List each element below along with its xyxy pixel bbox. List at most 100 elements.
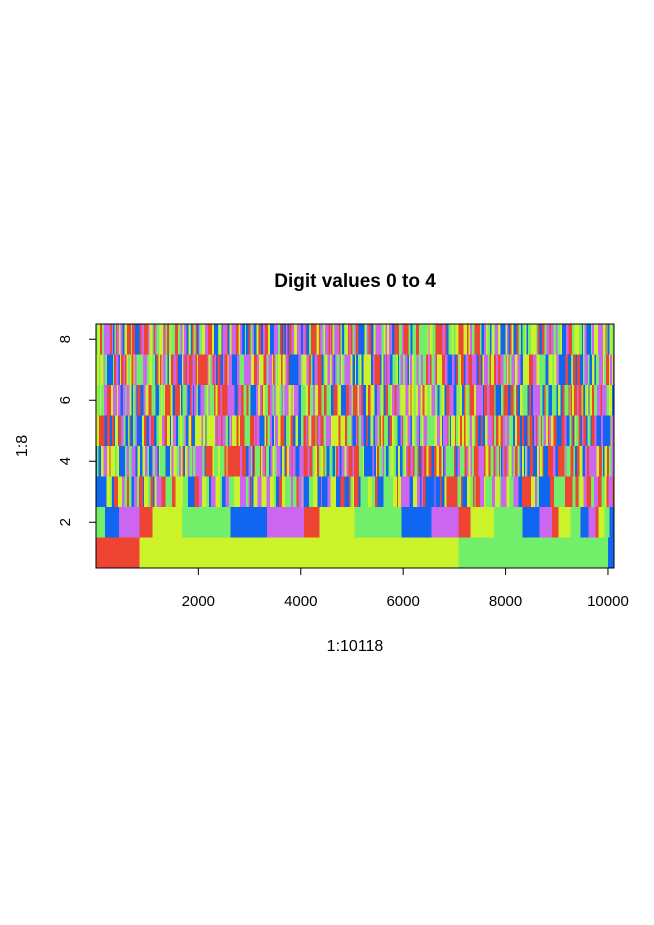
heatmap-cell-row4-157 [402,446,405,477]
heatmap-cell-row7-50 [192,354,195,385]
heatmap-cell-row3-124 [452,476,458,507]
heatmap-cell-row5-99 [294,415,296,446]
heatmap-cell-row4-227 [539,446,541,477]
heatmap-cell-row6-141 [381,385,384,416]
heatmap-cell-row3-140 [495,476,500,507]
heatmap-cell-row8-167 [408,324,411,355]
heatmap-cell-row4-53 [199,446,203,477]
heatmap-cell-row5-12 [123,415,126,446]
heatmap-cell-row5-222 [532,415,534,446]
heatmap-cell-row3-150 [526,476,532,507]
heatmap-cell-row8-95 [273,324,277,355]
heatmap-cell-row5-176 [444,415,448,446]
heatmap-cell-row4-209 [506,446,509,477]
heatmap-cell-row7-213 [503,354,506,385]
heatmap-cell-row7-201 [479,354,482,385]
heatmap-cell-row4-210 [508,446,512,477]
heatmap-cell-row5-243 [574,415,576,446]
heatmap-cell-row8-134 [341,324,345,355]
heatmap-cell-row7-97 [276,354,279,385]
heatmap-cell-row6-158 [418,385,421,416]
heatmap-cell-row6-121 [339,385,342,416]
heatmap-cell-row7-104 [291,354,295,385]
x-tick-label-2: 6000 [386,593,419,610]
heatmap-cell-row3-138 [488,476,493,507]
heatmap-cell-row5-59 [219,415,222,446]
heatmap-cell-row7-70 [227,354,229,385]
heatmap-cell-row5-208 [506,415,510,446]
heatmap-cell-row2-18 [552,507,559,538]
heatmap-cell-row3-111 [420,476,422,507]
heatmap-cell-row8-144 [360,324,362,355]
heatmap-cell-row8-168 [410,324,413,355]
heatmap-cell-row6-120 [337,385,340,416]
heatmap-cell-row4-179 [444,446,447,477]
heatmap-cell-row6-105 [303,385,306,416]
heatmap-cell-row7-229 [532,354,536,385]
heatmap-cell-row6-63 [215,385,218,416]
heatmap-cell-row7-218 [511,354,514,385]
heatmap-cell-row7-207 [489,354,492,385]
heatmap-cell-row5-85 [265,415,268,446]
heatmap-cell-row6-230 [568,385,570,416]
heatmap-cell-row6-19 [132,385,136,416]
heatmap-cell-row4-113 [312,446,315,477]
heatmap-cell-row2-26 [609,507,614,538]
heatmap-cell-row2-21 [580,507,589,538]
heatmap-cell-row6-62 [214,385,216,416]
heatmap-cell-row5-64 [227,415,230,446]
heatmap-cell-row8-213 [497,324,501,355]
heatmap-cell-row8-150 [371,324,374,355]
heatmap-cell-row8-161 [394,324,398,355]
heatmap-cell-row1-2 [458,537,608,568]
heatmap-cell-row5-46 [194,415,197,446]
heatmap-cell-row4-238 [560,446,564,477]
heatmap-cell-row7-83 [253,354,256,385]
heatmap-cell-row7-155 [392,354,394,385]
heatmap-cell-row8-77 [237,324,239,355]
heatmap-cell-row4-58 [208,446,211,477]
heatmap-cell-row4-261 [603,446,605,477]
heatmap-cell-row5-215 [521,415,525,446]
heatmap-cell-row4-114 [314,446,318,477]
heatmap-cell-row8-251 [571,324,575,355]
heatmap-cell-row8-70 [225,324,228,355]
heatmap-cell-row6-148 [396,385,400,416]
heatmap-cell-row5-261 [610,415,612,446]
heatmap-cell-row8-197 [468,324,471,355]
heatmap-cell-row7-214 [505,354,507,385]
heatmap-cell-row3-78 [320,476,323,507]
heatmap-cell-row7-23 [139,354,142,385]
heatmap-cell-row3-172 [593,476,599,507]
heatmap-cell-row5-33 [169,415,172,446]
heatmap-cell-row5-113 [320,415,324,446]
heatmap-cell-row7-8 [112,354,115,385]
heatmap-cell-row7-191 [459,354,462,385]
heatmap-cell-row4-42 [178,446,181,477]
heatmap-cell-row6-190 [482,385,485,416]
heatmap-cell-row4-180 [446,446,449,477]
heatmap-cell-row5-252 [590,415,592,446]
heatmap-cell-row8-9 [113,324,115,355]
heatmap-cell-row5-10 [118,415,122,446]
heatmap-cell-row6-188 [478,385,481,416]
heatmap-cell-row8-111 [300,324,304,355]
heatmap-cell-row3-75 [308,476,314,507]
heatmap-cell-row5-69 [236,415,239,446]
heatmap-cell-row4-23 [142,446,146,477]
heatmap-cell-row8-48 [186,324,189,355]
heatmap-cell-row8-75 [233,324,237,355]
heatmap-cell-row4-105 [296,446,300,477]
heatmap-cell-row8-217 [506,324,509,355]
heatmap-cell-row7-28 [149,354,153,385]
heatmap-cell-row3-154 [538,476,542,507]
heatmap-cell-row6-228 [564,385,567,416]
heatmap-cell-row8-101 [284,324,286,355]
heatmap-cell-row5-259 [604,415,608,446]
heatmap-cell-row4-21 [137,446,140,477]
heatmap-cell-row4-88 [265,446,267,477]
heatmap-cell-row3-22 [156,476,159,507]
heatmap-cell-row8-156 [383,324,386,355]
heatmap-cell-row7-74 [234,354,238,385]
heatmap-cell-row4-234 [551,446,554,477]
